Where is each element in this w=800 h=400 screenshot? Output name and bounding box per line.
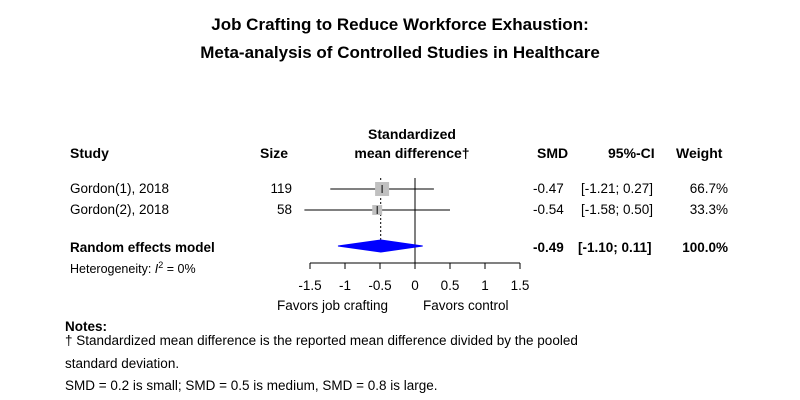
x-axis-tick-label: 1 bbox=[481, 278, 489, 293]
pooled-diamond bbox=[337, 239, 423, 253]
study-name: Gordon(1), 2018 bbox=[70, 181, 170, 196]
x-axis-tick-label: 1.5 bbox=[511, 278, 530, 293]
x-axis-tick-label: -1.5 bbox=[298, 278, 321, 293]
heterogeneity-prefix: Heterogeneity: bbox=[70, 262, 155, 277]
study-smd: -0.47 bbox=[533, 181, 564, 196]
summary-weight: 100.0% bbox=[682, 240, 728, 255]
header-smd-line2: mean difference† bbox=[354, 145, 470, 161]
header-ci: 95%-CI bbox=[608, 145, 655, 161]
x-axis-tick-label: -1 bbox=[339, 278, 351, 293]
x-axis-tick-label: 0 bbox=[411, 278, 419, 293]
heterogeneity-text: Heterogeneity: I2 = 0% bbox=[70, 260, 196, 276]
notes-line3: SMD = 0.2 is small; SMD = 0.5 is medium,… bbox=[65, 378, 438, 393]
study-name: Gordon(2), 2018 bbox=[70, 202, 170, 217]
header-smd: SMD bbox=[537, 145, 569, 161]
x-axis-tick-label: -0.5 bbox=[368, 278, 391, 293]
study-weight: 33.3% bbox=[689, 202, 728, 217]
header-weight: Weight bbox=[676, 145, 723, 161]
study-ci: [-1.58; 0.50] bbox=[581, 202, 654, 217]
summary-ci: [-1.10; 0.11] bbox=[578, 240, 652, 255]
study-ci: [-1.21; 0.27] bbox=[581, 181, 654, 196]
header-smd-line1: Standardized bbox=[368, 126, 456, 142]
study-weight: 66.7% bbox=[689, 181, 728, 196]
notes-line2: standard deviation. bbox=[65, 356, 180, 371]
header-size: Size bbox=[260, 145, 289, 161]
study-size: 58 bbox=[276, 202, 292, 217]
heterogeneity-sup: 2 bbox=[158, 260, 164, 270]
favors-left-label: Favors job crafting bbox=[277, 298, 389, 313]
summary-label: Random effects model bbox=[70, 240, 215, 255]
notes-line1: † Standardized mean difference is the re… bbox=[65, 333, 578, 348]
heterogeneity-value: = 0% bbox=[163, 262, 196, 277]
heterogeneity-stat: I bbox=[154, 262, 159, 277]
notes-heading: Notes: bbox=[65, 319, 108, 334]
favors-right-label: Favors control bbox=[423, 298, 509, 313]
chart-title-line1: Job Crafting to Reduce Workforce Exhaust… bbox=[211, 15, 589, 34]
summary-smd: -0.49 bbox=[533, 240, 564, 255]
x-axis-tick-label: 0.5 bbox=[441, 278, 460, 293]
study-size: 119 bbox=[270, 181, 292, 196]
header-study: Study bbox=[70, 145, 109, 161]
study-smd: -0.54 bbox=[533, 202, 564, 217]
chart-title-line2: Meta-analysis of Controlled Studies in H… bbox=[200, 43, 600, 62]
